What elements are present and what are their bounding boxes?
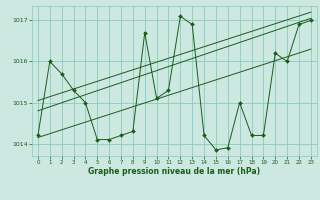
- X-axis label: Graphe pression niveau de la mer (hPa): Graphe pression niveau de la mer (hPa): [88, 167, 260, 176]
